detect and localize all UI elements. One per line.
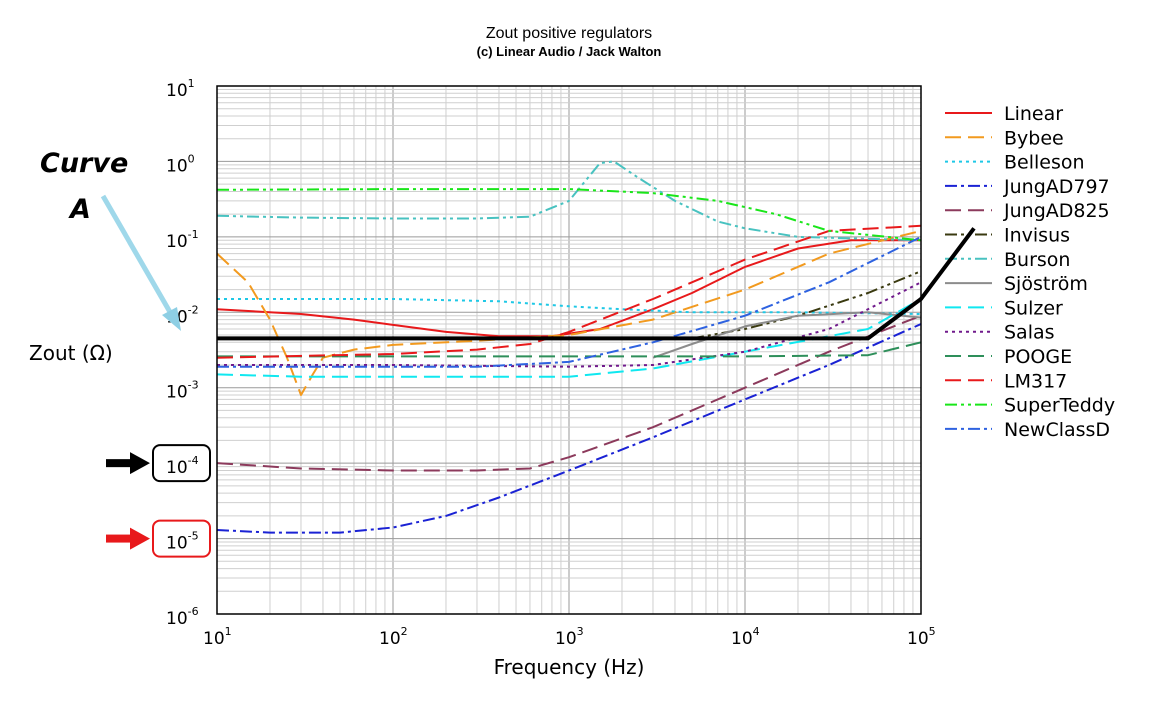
curve-arrow-head: [162, 307, 181, 331]
legend-entry: Belleson: [1004, 152, 1085, 174]
x-axis-label: Frequency (Hz): [494, 655, 645, 679]
legend-entry: Burson: [1004, 249, 1070, 271]
series-line-linear: [217, 239, 921, 338]
series-line-burson: [217, 160, 921, 242]
legend-entry: Bybee: [1004, 127, 1064, 149]
y-tick-label: 101: [166, 77, 195, 101]
series-line-newclassd: [217, 236, 921, 368]
series-line-superteddy: [217, 188, 921, 242]
plot-grid: [217, 86, 921, 614]
series-line-belleson: [217, 298, 921, 315]
y-tick-label: 10-5: [166, 530, 199, 554]
x-tick-label: 103: [555, 625, 584, 649]
legend-entry: Sjöström: [1004, 273, 1088, 295]
x-tick-label: 102: [379, 625, 408, 649]
curve-arrow: [100, 194, 177, 321]
x-tick-labels: 101 102 103 104 105: [203, 625, 936, 649]
y-tick-label: 10-3: [166, 379, 199, 403]
y-tick-label: 10-6: [166, 605, 199, 629]
annotations: Curve A: [39, 147, 976, 558]
legend-entry: Linear: [1004, 103, 1063, 125]
legend-entry: JungAD797: [1003, 176, 1110, 198]
series-line-jungad797: [217, 323, 921, 534]
highlight-box-black: [152, 444, 211, 483]
series-line-lm317: [217, 224, 921, 359]
legend-entry: Salas: [1004, 322, 1055, 344]
curve-label-letter: A: [68, 194, 91, 225]
series-line-salas: [217, 281, 921, 368]
highlight-box-red: [152, 519, 211, 558]
legend-entry: NewClassD: [1004, 419, 1110, 441]
series-line-sjöström: [652, 311, 921, 359]
x-tick-label: 104: [731, 625, 760, 649]
x-tick-label: 105: [907, 625, 936, 649]
legend-entry: SuperTeddy: [1004, 395, 1115, 417]
legend-entry: LM317: [1004, 370, 1067, 392]
series-line-pooge: [217, 341, 921, 358]
y-tick-label: 10-4: [166, 454, 199, 478]
curve-a-line: [217, 227, 976, 341]
black-arrow-head: [130, 452, 150, 475]
x-tick-label: 101: [203, 625, 232, 649]
series-line-jungad825: [217, 314, 921, 472]
chart-title: Zout positive regulators: [486, 25, 652, 42]
red-arrow: [106, 534, 132, 543]
chart-subtitle: (c) Linear Audio / Jack Walton: [477, 44, 662, 59]
black-arrow: [106, 459, 132, 468]
legend-entry: POOGE: [1004, 346, 1072, 368]
legend-entry: JungAD825: [1003, 200, 1110, 222]
series-line-bybee: [217, 229, 921, 396]
series-lines: [217, 160, 921, 534]
legend-entry: Sulzer: [1004, 297, 1063, 319]
red-arrow-head: [130, 527, 150, 550]
y-tick-label: 100: [166, 152, 195, 176]
curve-label: Curve: [40, 148, 128, 179]
y-tick-label: 10-1: [166, 228, 199, 252]
plot-frame: [216, 85, 922, 615]
y-axis-label: Zout (Ω): [29, 341, 113, 365]
legend-entry: Invisus: [1004, 225, 1070, 247]
